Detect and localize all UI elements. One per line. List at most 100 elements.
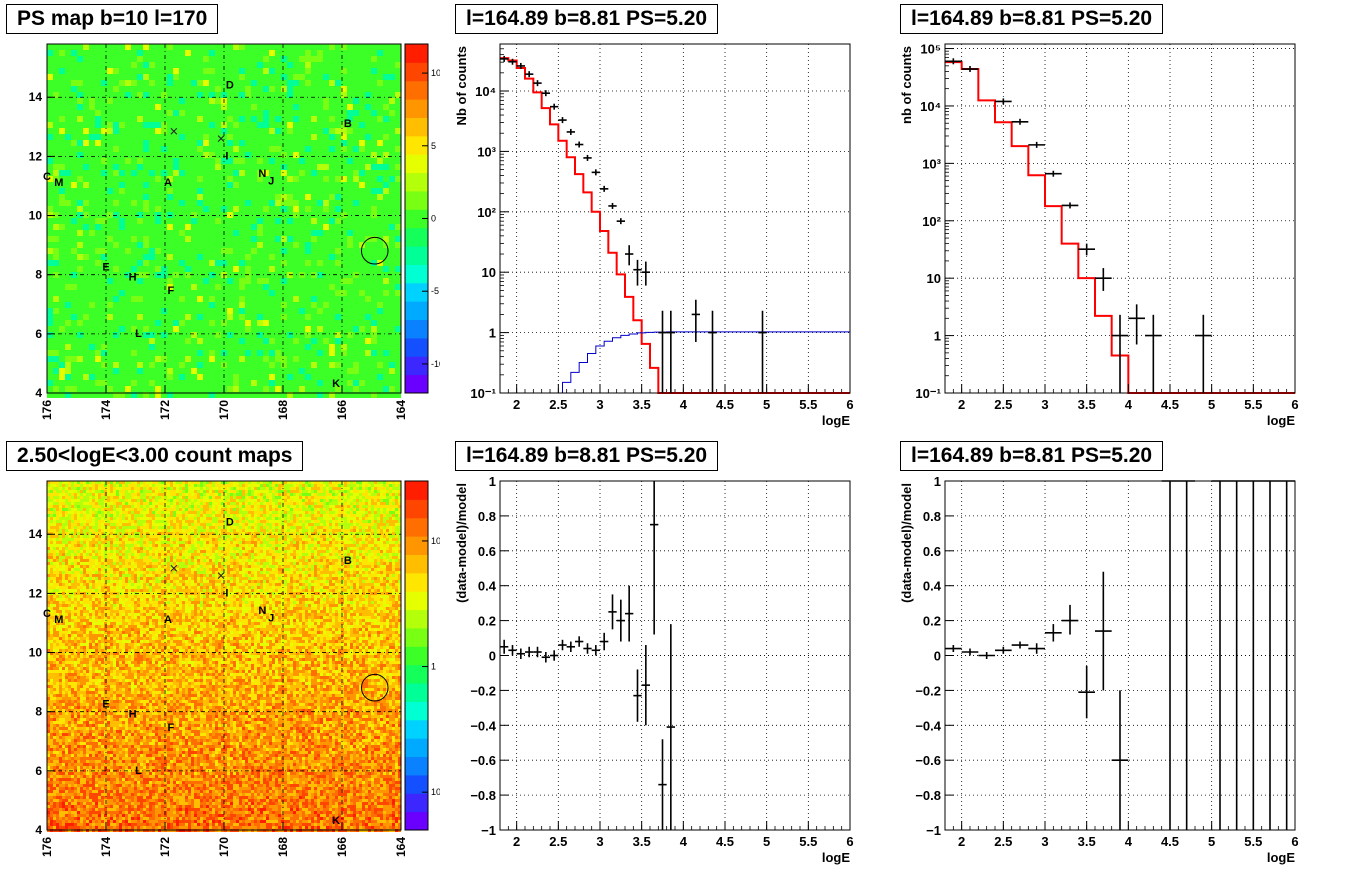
map-pixel [155,508,158,511]
map-circle-marker [360,236,389,265]
map-pixel [119,50,125,56]
map-pixel [245,374,251,380]
map-pixel [113,176,119,182]
map-pixel [95,146,101,152]
map-pixel [167,344,173,350]
map-pixel [299,308,305,314]
map-pixel [203,490,206,493]
map-pixel [119,188,125,194]
map-pixel [233,92,239,98]
map-pixel [251,356,257,362]
map-pixel [305,110,311,116]
map-pixel [323,356,329,362]
map-pixel [101,116,107,122]
map-pixel [293,80,299,86]
map-pixel [335,116,341,122]
map-pixel [101,490,104,493]
map-pixel [62,481,65,484]
map-pixel [47,152,53,158]
map-pixel [53,338,59,344]
map-pixel [395,505,398,508]
map-pixel [239,110,245,116]
map-pixel [101,496,104,499]
map-pixel [191,44,197,50]
map-pixel [359,490,362,493]
map-pixel [308,511,311,514]
map-pixel [248,487,251,490]
map-pixel [197,356,203,362]
map-pixel [341,50,347,56]
map-pixel [269,56,275,62]
map-pixel [83,326,89,332]
map-pixel [299,122,305,128]
map-pixel [110,505,113,508]
map-pixel [344,493,347,496]
map-pixel [377,92,383,98]
map-pixel [179,122,185,128]
map-pixel [287,296,293,302]
map-pixel [50,490,53,493]
map-pixel [86,496,89,499]
map-pixel [305,499,308,502]
map-pixel [383,74,389,80]
map-pixel [305,278,311,284]
map-pixel [296,514,299,517]
map-pixel [197,44,203,50]
map-pixel [371,152,377,158]
map-pixel [95,356,101,362]
map-pixel [269,182,275,188]
map-pixel [239,490,242,493]
map-pixel [353,386,359,392]
map-pixel [287,502,290,505]
map-pixel [311,188,317,194]
map-pixel [77,481,80,484]
map-pixel [215,496,218,499]
map-pixel [125,296,131,302]
map-pixel [65,380,71,386]
map-pixel [293,164,299,170]
map-pixel [347,302,353,308]
map-pixel [161,290,167,296]
map-pixel [131,368,137,374]
map-pixel [53,68,59,74]
map-pixel [227,260,233,266]
map-pixel [359,368,365,374]
map-pixel [371,386,377,392]
map-pixel [143,152,149,158]
map-pixel [173,260,179,266]
map-pixel [83,140,89,146]
map-pixel [185,374,191,380]
map-pixel [89,50,95,56]
map-pixel [239,224,245,230]
map-pixel [311,74,317,80]
map-pixel [359,86,365,92]
map-pixel [179,236,185,242]
map-pixel [191,86,197,92]
map-pixel [266,496,269,499]
map-pixel [353,194,359,200]
map-pixel [257,200,263,206]
map-pixel [65,502,68,505]
map-pixel [257,182,263,188]
map-pixel [113,392,119,398]
map-pixel [119,490,122,493]
map-pixel [182,490,185,493]
map-pixel [167,284,173,290]
map-pixel [386,493,389,496]
map-pixel [335,200,341,206]
map-pixel [131,338,137,344]
map-pixel [95,278,101,284]
map-pixel [95,499,98,502]
map-pixel [209,362,215,368]
map-pixel [50,487,53,490]
map-pixel [257,134,263,140]
map-pixel [233,230,239,236]
map-pixel [119,332,125,338]
map-pixel [281,110,287,116]
map-pixel [299,74,305,80]
map-pixel [287,508,290,511]
map-pixel [239,86,245,92]
map-pixel [110,514,113,517]
map-pixel [53,206,59,212]
map-pixel [92,487,95,490]
